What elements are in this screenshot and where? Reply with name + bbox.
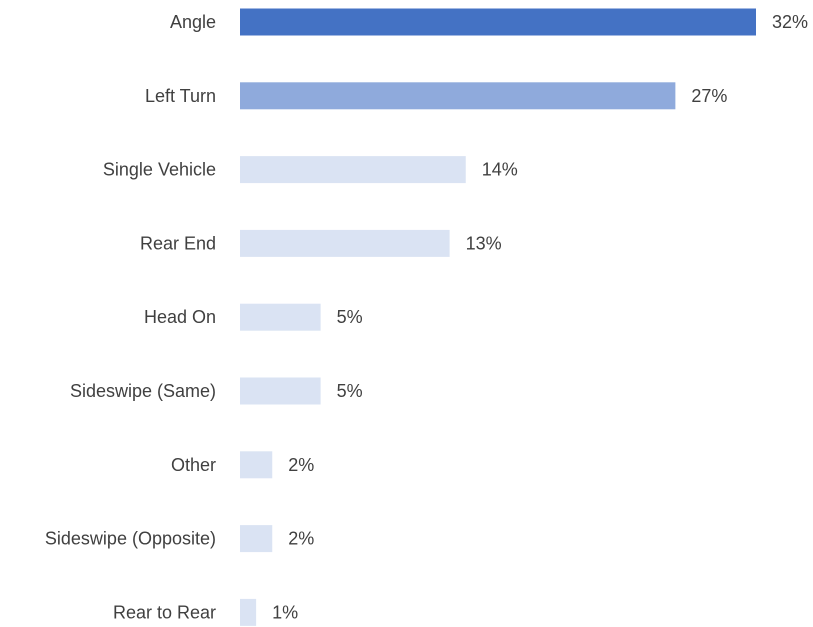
value-label-rear-end: 13% bbox=[466, 233, 502, 253]
category-label-angle: Angle bbox=[170, 12, 216, 32]
bar-other bbox=[240, 451, 273, 479]
value-label-single-vehicle: 14% bbox=[482, 160, 518, 180]
category-label-rear-end: Rear End bbox=[140, 233, 216, 253]
category-label-left-turn: Left Turn bbox=[145, 86, 216, 106]
bar-single-vehicle bbox=[240, 156, 466, 184]
category-label-other: Other bbox=[171, 455, 216, 475]
bar-left-turn bbox=[240, 82, 676, 110]
category-label-sideswipe-opposite: Sideswipe (Opposite) bbox=[45, 529, 216, 549]
labels-layer: Angle 32% Left Turn 27% Single Vehicle 14% Rea… bbox=[45, 12, 808, 622]
value-label-sideswipe-opposite: 2% bbox=[288, 529, 314, 549]
value-label-sideswipe-same: 5% bbox=[337, 381, 363, 401]
bar-sideswipe-opposite bbox=[240, 525, 273, 553]
bar-sideswipe-same bbox=[240, 377, 321, 405]
category-label-sideswipe-same: Sideswipe (Same) bbox=[70, 381, 216, 401]
bar-head-on bbox=[240, 303, 321, 331]
category-label-rear-to-rear: Rear to Rear bbox=[113, 602, 216, 622]
value-label-left-turn: 27% bbox=[691, 86, 727, 106]
bar-angle bbox=[240, 8, 756, 36]
value-label-other: 2% bbox=[288, 455, 314, 475]
category-label-head-on: Head On bbox=[144, 307, 216, 327]
bar-rear-to-rear bbox=[240, 598, 257, 626]
value-label-head-on: 5% bbox=[337, 307, 363, 327]
value-label-rear-to-rear: 1% bbox=[272, 602, 298, 622]
category-label-single-vehicle: Single Vehicle bbox=[103, 160, 216, 180]
bar-rear-end bbox=[240, 229, 450, 257]
bars-layer bbox=[240, 8, 756, 626]
value-label-angle: 32% bbox=[772, 12, 808, 32]
